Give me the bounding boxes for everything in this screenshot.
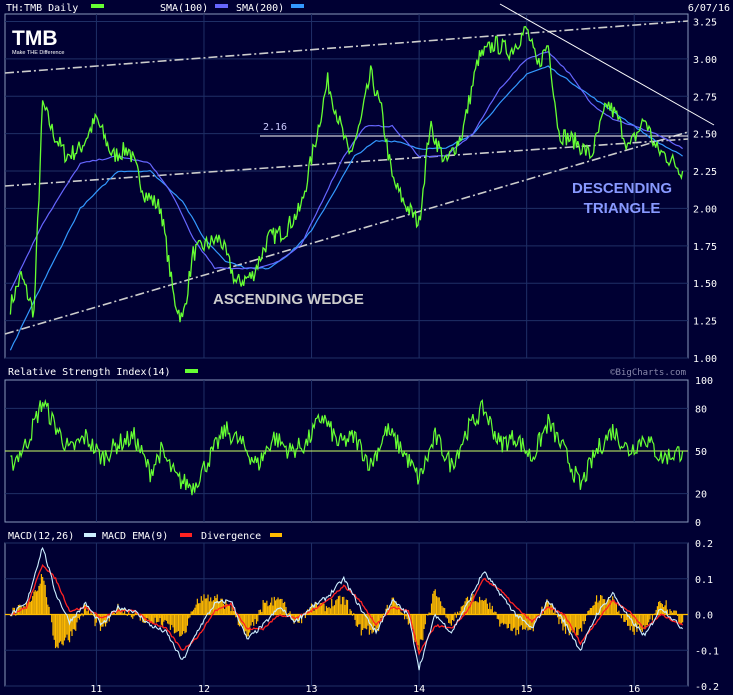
rsi-y-tick-label: 20 [695, 490, 707, 501]
level-label: 2.16 [263, 122, 287, 133]
x-tick-label: 16 [628, 684, 640, 695]
date-label: 6/07/16 [688, 3, 730, 14]
macd-ema-legend-swatch [180, 533, 192, 537]
rsi-y-tick-label: 80 [695, 404, 707, 415]
price-y-tick-label: 1.25 [693, 317, 717, 328]
macd-y-tick-label: 0.0 [695, 611, 713, 622]
x-tick-label: 13 [306, 684, 318, 695]
price-y-tick-label: 3.00 [693, 55, 717, 66]
ticker-label: TH:TMB Daily [6, 3, 78, 14]
divergence-histogram [9, 574, 684, 651]
logo-text: TMB [12, 27, 58, 50]
macd-ema-legend-label: MACD EMA(9) [102, 531, 168, 542]
descending-label-line1: DESCENDING [572, 180, 672, 197]
axis-layer: 11 12 13 14 15 16 1.00 1.25 1.50 1.75 2.00 2.25 2.50… [90, 17, 719, 695]
rsi-y-tick-label: 100 [695, 376, 713, 387]
price-y-tick-label: 2.50 [693, 130, 717, 141]
rsi-legend-swatch [185, 369, 198, 373]
watermark: ©BigCharts.com [610, 368, 686, 378]
price-y-tick-label: 2.25 [693, 167, 717, 178]
rsi-line [10, 398, 684, 496]
logo-tagline: Make THE Difference [12, 50, 64, 56]
divergence-legend-swatch [270, 533, 282, 537]
price-y-tick-label: 1.75 [693, 242, 717, 253]
triangle-lines [260, 3, 715, 137]
price-y-tick-label: 1.00 [693, 354, 717, 365]
macd-legend-swatch [84, 533, 96, 537]
x-tick-label: 15 [521, 684, 533, 695]
price-legend-swatch [91, 4, 104, 8]
sma200-legend-swatch [291, 4, 304, 8]
macd-y-tick-label: -0.1 [695, 646, 719, 657]
price-y-tick-label: 3.25 [693, 17, 717, 28]
price-legend: TH:TMB Daily SMA(100) SMA(200) 6/07/16 [6, 3, 730, 14]
pattern-annotations: ASCENDING WEDGE DESCENDING TRIANGLE [213, 180, 672, 308]
x-tick-label: 11 [90, 684, 102, 695]
x-tick-label: 12 [198, 684, 210, 695]
macd-y-tick-label: 0.1 [695, 575, 713, 586]
macd-ema-line [9, 563, 684, 656]
rsi-legend: Relative Strength Index(14) ©BigCharts.c… [8, 367, 686, 378]
macd-y-tick-label: -0.2 [695, 682, 719, 693]
sma200-label: SMA(200) [236, 3, 284, 14]
rsi-y-tick-label: 0 [695, 518, 701, 529]
sma100-label: SMA(100) [160, 3, 208, 14]
rsi-title: Relative Strength Index(14) [8, 367, 171, 378]
sma100-legend-swatch [215, 4, 228, 8]
support-line [4, 138, 689, 187]
price-y-tick-label: 2.00 [693, 204, 717, 215]
price-y-tick-label: 2.75 [693, 92, 717, 103]
divergence-legend-label: Divergence [201, 531, 261, 542]
macd-legend: MACD(12,26) MACD EMA(9) Divergence [8, 531, 282, 542]
trendlines [4, 20, 689, 335]
wedge-upper-line [4, 20, 689, 74]
price-line [9, 25, 684, 323]
x-tick-label: 14 [413, 684, 425, 695]
tmb-logo: TMB Make THE Difference [12, 27, 64, 56]
ascending-wedge-label: ASCENDING WEDGE [213, 291, 364, 308]
macd-legend-label: MACD(12,26) [8, 531, 74, 542]
macd-line [10, 546, 683, 671]
price-y-tick-label: 1.50 [693, 279, 717, 290]
descending-resistance-line [499, 3, 715, 126]
descending-label-line2: TRIANGLE [584, 200, 661, 217]
macd-y-tick-label: 0.2 [695, 539, 713, 550]
rsi-y-tick-label: 50 [695, 447, 707, 458]
sma200-line [9, 65, 683, 351]
